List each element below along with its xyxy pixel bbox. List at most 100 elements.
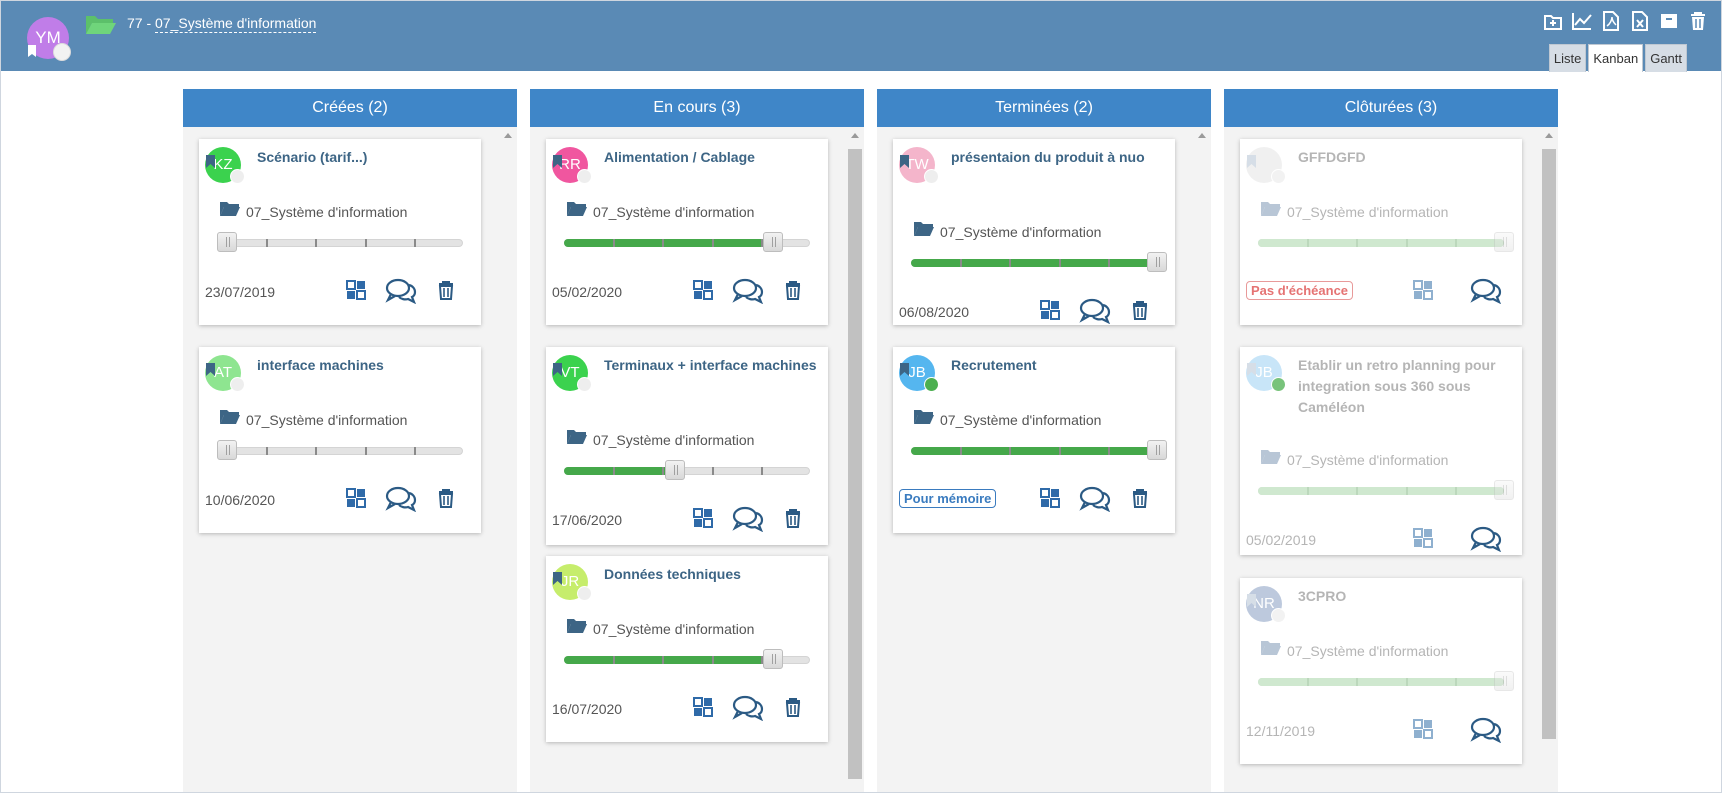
trash-icon[interactable] bbox=[1687, 10, 1709, 32]
progress-slider[interactable] bbox=[217, 440, 463, 460]
task-card[interactable]: GFFDGFD 07_Système d'information Pas d'éch… bbox=[1240, 139, 1522, 325]
column-scrollbar[interactable] bbox=[1540, 127, 1558, 792]
task-card[interactable]: NR 3CPRO 07_Système d'information 12/11/201… bbox=[1240, 578, 1522, 764]
trash-icon[interactable] bbox=[437, 488, 455, 513]
column-scrollbar[interactable] bbox=[1193, 127, 1211, 792]
slider-handle[interactable] bbox=[1494, 671, 1514, 691]
comments-icon[interactable] bbox=[1079, 298, 1111, 329]
task-title[interactable]: Scénario (tarif...) bbox=[257, 149, 368, 165]
tab-kanban[interactable]: Kanban bbox=[1588, 44, 1644, 72]
progress-slider[interactable] bbox=[217, 232, 463, 252]
task-title[interactable]: Terminaux + interface machines bbox=[604, 357, 817, 373]
comments-icon[interactable] bbox=[732, 506, 764, 537]
task-title[interactable]: Données techniques bbox=[604, 566, 741, 582]
kanban-board-icon[interactable] bbox=[1040, 300, 1060, 325]
scroll-up-arrow[interactable] bbox=[504, 133, 512, 138]
add-doc-icon[interactable] bbox=[1542, 10, 1564, 32]
task-card[interactable]: JR Données techniques 07_Système d'informa… bbox=[546, 556, 828, 742]
task-title[interactable]: interface machines bbox=[257, 357, 384, 373]
kanban-board-icon[interactable] bbox=[693, 508, 713, 533]
progress-slider[interactable] bbox=[911, 252, 1167, 272]
task-title[interactable]: présentaion du produit à nuo bbox=[951, 149, 1145, 165]
chart-icon[interactable] bbox=[1571, 10, 1593, 32]
task-title[interactable]: Alimentation / Cablage bbox=[604, 149, 755, 165]
progress-slider[interactable] bbox=[911, 440, 1167, 460]
comments-icon[interactable] bbox=[1470, 526, 1502, 557]
task-card[interactable]: JB Etablir un retro planning pour integra… bbox=[1240, 347, 1522, 555]
project-name-link[interactable]: 07_Système d'information bbox=[155, 15, 317, 33]
comments-icon[interactable] bbox=[1079, 486, 1111, 517]
archive-icon[interactable] bbox=[1658, 10, 1680, 32]
task-card[interactable]: AT interface machines 07_Système d'informa… bbox=[199, 347, 481, 533]
slider-handle[interactable] bbox=[1494, 232, 1514, 252]
trash-icon[interactable] bbox=[784, 697, 802, 722]
comments-icon[interactable] bbox=[732, 695, 764, 726]
scroll-thumb[interactable] bbox=[1542, 149, 1556, 739]
progress-slider[interactable] bbox=[564, 460, 810, 480]
progress-slider[interactable] bbox=[1258, 232, 1514, 252]
pdf-icon[interactable] bbox=[1600, 10, 1622, 32]
assignee-avatar[interactable]: JB bbox=[899, 355, 939, 392]
trash-icon[interactable] bbox=[437, 280, 455, 305]
progress-slider[interactable] bbox=[1258, 671, 1514, 691]
assignee-avatar[interactable]: AT bbox=[205, 355, 245, 392]
tab-liste[interactable]: Liste bbox=[1548, 44, 1587, 72]
assignee-avatar[interactable]: JB bbox=[1246, 355, 1286, 392]
kanban-board-icon[interactable] bbox=[1040, 488, 1060, 513]
task-title[interactable]: Etablir un retro planning pour integrati… bbox=[1298, 357, 1496, 415]
scroll-thumb[interactable] bbox=[848, 149, 862, 779]
comments-icon[interactable] bbox=[1470, 278, 1502, 309]
comments-icon[interactable] bbox=[1470, 717, 1502, 748]
slider-handle[interactable] bbox=[1147, 252, 1167, 272]
kanban-board-icon[interactable] bbox=[346, 488, 366, 513]
task-card[interactable]: KZ Scénario (tarif...) 07_Système d'inform… bbox=[199, 139, 481, 325]
column-scrollbar[interactable] bbox=[846, 127, 864, 792]
task-title[interactable]: 3CPRO bbox=[1298, 588, 1347, 604]
task-title[interactable]: Recrutement bbox=[951, 357, 1037, 373]
user-avatar[interactable]: YM bbox=[27, 17, 71, 61]
column-scrollbar[interactable] bbox=[499, 127, 517, 792]
scroll-up-arrow[interactable] bbox=[1545, 133, 1553, 138]
slider-handle[interactable] bbox=[665, 460, 685, 480]
slider-handle[interactable] bbox=[1494, 480, 1514, 500]
kanban-board-icon[interactable] bbox=[693, 280, 713, 305]
progress-slider[interactable] bbox=[564, 232, 810, 252]
kanban-board-icon[interactable] bbox=[1413, 528, 1433, 553]
assignee-avatar[interactable]: KZ bbox=[205, 147, 245, 184]
assignee-avatar[interactable]: VT bbox=[552, 355, 592, 392]
assignee-avatar[interactable]: TW bbox=[899, 147, 939, 184]
excel-icon[interactable] bbox=[1629, 10, 1651, 32]
comments-icon[interactable] bbox=[385, 486, 417, 517]
trash-icon[interactable] bbox=[1131, 300, 1149, 325]
kanban-board-icon[interactable] bbox=[693, 697, 713, 722]
comments-icon[interactable] bbox=[385, 278, 417, 309]
kanban-board-icon[interactable] bbox=[346, 280, 366, 305]
task-card[interactable]: RR Alimentation / Cablage 07_Système d'inf… bbox=[546, 139, 828, 325]
progress-slider[interactable] bbox=[1258, 480, 1514, 500]
slider-tick bbox=[712, 239, 714, 247]
assignee-avatar[interactable]: RR bbox=[552, 147, 592, 184]
assignee-avatar[interactable] bbox=[1246, 147, 1286, 184]
trash-icon[interactable] bbox=[784, 280, 802, 305]
trash-icon[interactable] bbox=[1131, 488, 1149, 513]
slider-handle[interactable] bbox=[1147, 440, 1167, 460]
scroll-up-arrow[interactable] bbox=[851, 133, 859, 138]
slider-handle[interactable] bbox=[763, 649, 783, 669]
assignee-avatar[interactable]: JR bbox=[552, 564, 592, 601]
progress-slider[interactable] bbox=[564, 649, 810, 669]
task-card[interactable]: JB Recrutement 07_Système d'information Pou… bbox=[893, 347, 1175, 533]
kanban-board-icon[interactable] bbox=[1413, 719, 1433, 744]
slider-handle[interactable] bbox=[217, 232, 237, 252]
slider-handle[interactable] bbox=[763, 232, 783, 252]
project-folder: 07_Système d'information bbox=[913, 220, 1101, 243]
kanban-board-icon[interactable] bbox=[1413, 280, 1433, 305]
tab-gantt[interactable]: Gantt bbox=[1645, 44, 1687, 72]
assignee-avatar[interactable]: NR bbox=[1246, 586, 1286, 623]
task-card[interactable]: TW présentaion du produit à nuo 07_Système… bbox=[893, 139, 1175, 325]
comments-icon[interactable] bbox=[732, 278, 764, 309]
task-card[interactable]: VT Terminaux + interface machines 07_Systè… bbox=[546, 347, 828, 545]
task-title[interactable]: GFFDGFD bbox=[1298, 149, 1366, 165]
trash-icon[interactable] bbox=[784, 508, 802, 533]
slider-handle[interactable] bbox=[217, 440, 237, 460]
scroll-up-arrow[interactable] bbox=[1198, 133, 1206, 138]
